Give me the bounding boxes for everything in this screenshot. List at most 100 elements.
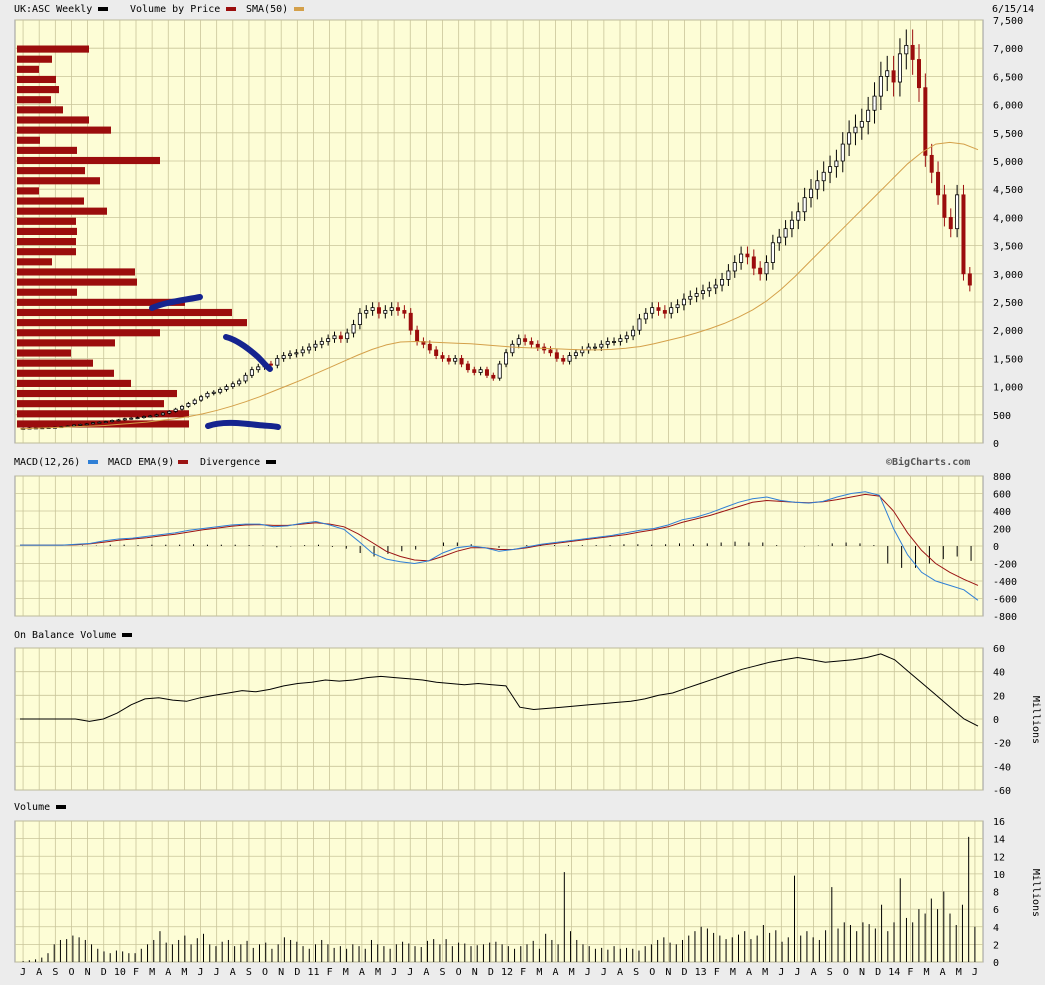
- x-tick-label: A: [165, 967, 171, 978]
- x-tick-label: O: [456, 967, 462, 978]
- volume-label: Volume: [14, 802, 50, 813]
- x-tick-label: 11: [307, 967, 319, 978]
- candle-body: [370, 307, 375, 311]
- x-tick-label: A: [359, 967, 365, 978]
- candle-body: [97, 421, 102, 424]
- vbp-bar: [17, 329, 160, 337]
- obv-units: Millions: [1030, 696, 1041, 744]
- vbp-bar: [17, 389, 177, 398]
- candle-body: [211, 391, 216, 394]
- candle-body: [808, 188, 813, 199]
- candle-body: [205, 392, 210, 398]
- macd-line: [20, 491, 979, 601]
- candle-body: [275, 357, 280, 366]
- candle-body: [281, 355, 286, 359]
- volume-tick-label: 16: [993, 817, 1005, 828]
- macd-legend-swatch: [88, 460, 98, 464]
- macd-tick-label: -800: [993, 612, 1017, 623]
- x-tick-label: F: [714, 967, 720, 978]
- vbp-bar: [17, 187, 39, 195]
- x-tick-label: M: [375, 967, 381, 978]
- price-tick-label: 6,500: [993, 72, 1023, 83]
- vbp-label: Volume by Price: [130, 4, 220, 15]
- vbp-bar: [17, 116, 89, 124]
- vbp-bar: [17, 238, 76, 246]
- price-tick-label: 3,000: [993, 270, 1023, 281]
- price-tick-label: 7,500: [993, 16, 1023, 27]
- candle-body: [440, 355, 445, 359]
- volume-by-price-bars: [17, 45, 247, 428]
- price-tick-label: 3,500: [993, 242, 1023, 253]
- x-tick-label: M: [569, 967, 575, 978]
- candle-body: [319, 341, 324, 345]
- macd-tick-label: 600: [993, 490, 1011, 501]
- x-tick-label: O: [843, 967, 849, 978]
- obv-legend-swatch: [122, 633, 132, 637]
- price-tick-label: 4,500: [993, 185, 1023, 196]
- vbp-bar: [17, 86, 59, 94]
- candle-body: [624, 335, 629, 340]
- annotation-stroke: [205, 419, 281, 430]
- price-tick-label: 2,500: [993, 298, 1023, 309]
- volume-bars: [22, 836, 976, 962]
- x-tick-label: M: [181, 967, 187, 978]
- vbp-bar: [17, 156, 160, 165]
- candle-body: [345, 332, 350, 340]
- candle-body: [637, 318, 642, 331]
- vbp-bar: [17, 197, 84, 205]
- x-tick-label: N: [278, 967, 284, 978]
- candle-body: [567, 355, 572, 362]
- candle-body: [383, 310, 388, 314]
- candle-body: [504, 352, 509, 365]
- chart-date: 6/15/14: [992, 4, 1034, 15]
- x-tick-label: A: [36, 967, 42, 978]
- candle-body: [662, 310, 667, 314]
- x-tick-label: M: [956, 967, 962, 978]
- price-tick-label: 5,500: [993, 129, 1023, 140]
- vbp-bar: [17, 177, 100, 185]
- sma-legend-swatch: [294, 7, 304, 11]
- vbp-bar: [17, 207, 107, 215]
- candle-body: [389, 307, 394, 311]
- candle-body: [872, 95, 877, 111]
- vbp-bar: [17, 369, 114, 377]
- candle-body: [230, 383, 235, 387]
- candle-body: [948, 216, 953, 230]
- x-tick-label: M: [762, 967, 768, 978]
- x-tick-label: O: [649, 967, 655, 978]
- candle-body: [961, 194, 966, 275]
- candle-body: [148, 415, 153, 418]
- candle-body: [821, 171, 826, 182]
- candle-body: [218, 389, 223, 393]
- candle-body: [141, 416, 146, 419]
- x-tick-label: J: [407, 967, 413, 978]
- candle-body: [853, 126, 858, 134]
- candle-body: [478, 369, 483, 373]
- x-tick-label: J: [20, 967, 26, 978]
- x-tick-label: A: [230, 967, 236, 978]
- x-tick-label: D: [875, 967, 881, 978]
- candle-body: [243, 374, 248, 382]
- candle-body: [720, 279, 725, 286]
- volume-tick-label: 0: [993, 958, 999, 969]
- candle-body: [866, 109, 871, 122]
- obv-tick-label: -40: [993, 762, 1011, 773]
- candle-body: [548, 349, 553, 354]
- candle-body: [300, 349, 305, 354]
- x-tick-label: J: [198, 967, 204, 978]
- candle-body: [307, 346, 312, 351]
- vbp-bar: [17, 379, 131, 387]
- vbp-legend-swatch: [226, 7, 236, 11]
- vbp-bar: [17, 359, 93, 367]
- x-tick-label: S: [827, 967, 833, 978]
- vbp-bar: [17, 136, 40, 144]
- x-tick-label: A: [423, 967, 429, 978]
- candle-body: [122, 418, 127, 421]
- obv-line: [20, 653, 979, 727]
- candle-body: [942, 194, 947, 218]
- x-tick-label: 10: [114, 967, 126, 978]
- x-tick-label: 13: [695, 967, 707, 978]
- volume-legend-swatch: [56, 805, 66, 809]
- ema-legend-swatch: [178, 460, 188, 464]
